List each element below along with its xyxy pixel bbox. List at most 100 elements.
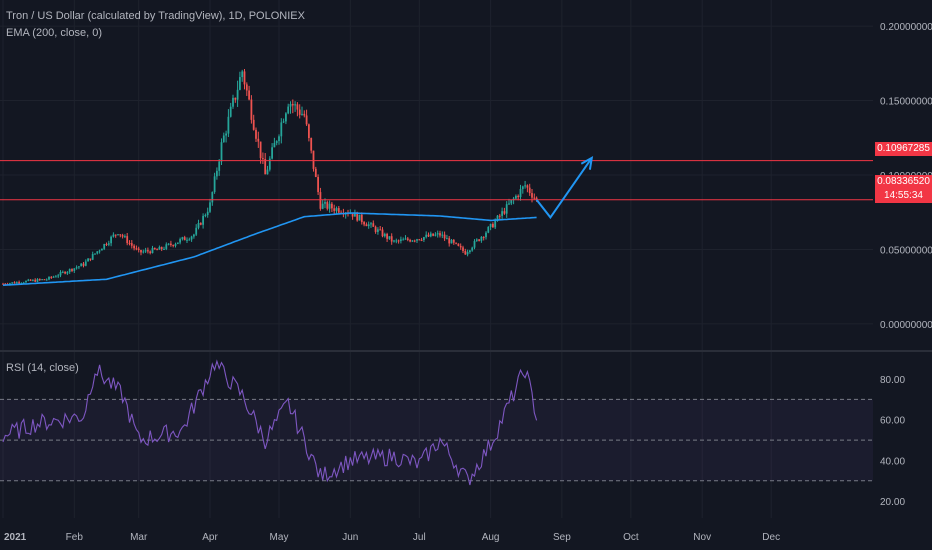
candle-body — [508, 203, 510, 205]
candle-body — [489, 223, 492, 227]
candle-body — [324, 202, 326, 204]
candle-body — [98, 250, 101, 252]
candle-body — [455, 242, 457, 244]
gridlines — [0, 0, 873, 518]
candle-body — [255, 129, 257, 139]
candle-body — [158, 247, 161, 250]
time-axis-tick: Dec — [762, 532, 780, 543]
candle-body — [400, 239, 402, 241]
candle-body — [119, 234, 122, 236]
candle-body — [183, 237, 186, 241]
rsi-axis-tick: 20.00 — [880, 497, 905, 508]
candle-body — [94, 253, 96, 255]
candle-body — [441, 234, 444, 236]
pane-separator[interactable] — [0, 350, 932, 352]
candle-body — [360, 214, 363, 223]
candle-body — [402, 239, 405, 241]
candle-body — [13, 282, 16, 284]
candle-body — [480, 236, 483, 241]
countdown-tag: 14:55:34 — [875, 189, 932, 203]
candle-body — [227, 116, 230, 134]
candle-body — [229, 106, 232, 117]
candle-body — [197, 223, 200, 228]
candle-body — [406, 238, 409, 240]
candle-body — [9, 283, 11, 285]
candle-body — [326, 202, 329, 209]
candle-body — [124, 236, 126, 238]
candle-body — [457, 243, 460, 246]
price-axis-tick: 0.00000000 — [880, 320, 932, 331]
candle-body — [52, 276, 55, 278]
time-axis-tick: 2021 — [4, 532, 27, 543]
rsi-line — [2, 359, 538, 486]
candle-body — [436, 233, 439, 235]
candle-body — [11, 282, 14, 284]
candle-body — [379, 229, 382, 231]
time-axis-tick: Oct — [623, 532, 639, 543]
candle-body — [216, 170, 218, 177]
candle-body — [117, 234, 119, 236]
candle-body — [59, 272, 62, 276]
candle-body — [57, 275, 60, 277]
candle-body — [128, 243, 131, 245]
candle-body — [75, 267, 78, 269]
candle-body — [101, 248, 103, 251]
candle-body — [321, 203, 324, 209]
candle-body — [464, 250, 467, 255]
candle-body — [250, 99, 253, 120]
candle-body — [503, 211, 506, 214]
time-axis-tick: Nov — [693, 532, 711, 543]
candle-body — [298, 109, 301, 115]
candle-body — [48, 276, 50, 280]
time-axis-tick: Aug — [482, 532, 500, 543]
candle-body — [248, 90, 250, 100]
candle-body — [27, 279, 30, 281]
candle-body — [29, 279, 32, 281]
time-axis-tick: Feb — [66, 532, 84, 543]
candlestick-series — [2, 68, 538, 286]
symbol-title[interactable]: Tron / US Dollar (calculated by TradingV… — [6, 10, 305, 22]
candle-body — [55, 276, 57, 278]
candle-body — [280, 122, 283, 137]
candle-body — [374, 226, 377, 232]
candle-body — [243, 71, 246, 85]
candle-body — [151, 247, 154, 254]
candle-body — [531, 193, 533, 198]
horizontal-lines[interactable] — [0, 160, 873, 201]
candle-body — [296, 104, 299, 110]
candle-body — [165, 244, 168, 249]
candle-body — [367, 224, 370, 227]
candle-body — [142, 251, 145, 253]
candle-body — [487, 226, 490, 233]
candle-body — [82, 263, 85, 266]
candle-body — [496, 215, 499, 222]
candle-body — [526, 185, 529, 188]
candle-body — [87, 258, 89, 262]
projection-arrow[interactable] — [535, 156, 594, 220]
candle-body — [176, 242, 179, 244]
candle-body — [105, 244, 108, 246]
candle-body — [135, 248, 138, 250]
candle-body — [38, 279, 41, 281]
candle-body — [140, 249, 142, 253]
candle-body — [264, 159, 267, 175]
candle-body — [471, 247, 474, 251]
candle-body — [112, 234, 115, 237]
candle-body — [179, 239, 181, 243]
candle-body — [149, 251, 152, 254]
candle-body — [163, 248, 165, 250]
candle-body — [96, 251, 99, 254]
candle-body — [103, 244, 106, 249]
candle-body — [448, 238, 451, 244]
candle-body — [64, 271, 66, 274]
ema-legend[interactable]: EMA (200, close, 0) — [6, 27, 102, 39]
candle-body — [434, 234, 437, 236]
candle-body — [397, 240, 400, 242]
candle-body — [144, 250, 147, 252]
candle-body — [170, 243, 172, 245]
rsi-legend[interactable]: RSI (14, close) — [6, 362, 79, 374]
candle-body — [156, 249, 158, 251]
candle-body — [429, 233, 432, 237]
rsi-axis-tick: 80.00 — [880, 375, 905, 386]
